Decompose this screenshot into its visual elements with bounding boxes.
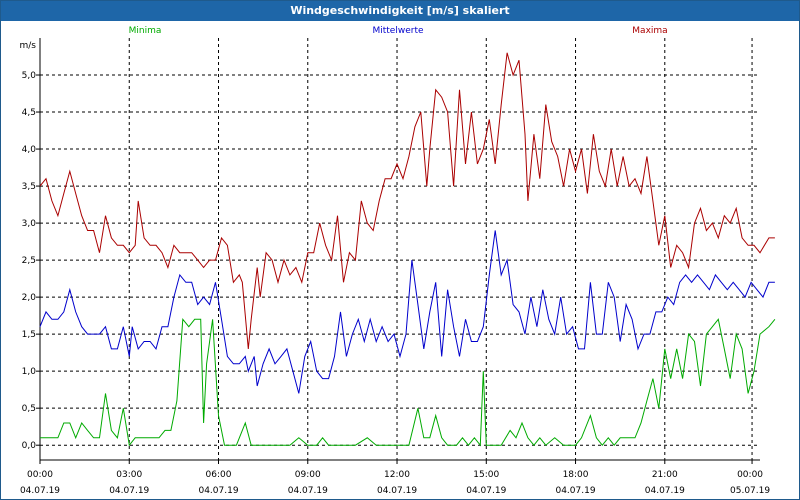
- x-tick-time-label: 06:00: [206, 470, 232, 480]
- y-tick-label: 0,5: [22, 404, 36, 414]
- series-line-mittelwerte: [39, 230, 775, 394]
- window-title: Windgeschwindigkeit [m/s] skaliert: [1, 1, 799, 21]
- y-tick-label: 3,0: [22, 219, 37, 229]
- series-line-minima: [40, 318, 776, 447]
- y-tick-label: 3,5: [22, 182, 36, 192]
- x-tick-time-label: 03:00: [116, 470, 142, 480]
- x-tick-date-label: 04.07.19: [20, 486, 60, 496]
- y-tick-label: 1,5: [22, 330, 36, 340]
- x-tick-time-label: 00:00: [737, 470, 763, 480]
- legend-minima: Minima: [129, 26, 162, 36]
- y-tick-label: 4,0: [22, 145, 37, 155]
- y-tick-label: 0,0: [22, 441, 37, 451]
- series-line-maxima: [39, 52, 775, 349]
- x-tick-time-label: 12:00: [384, 470, 410, 480]
- x-tick-date-label: 04.07.19: [109, 486, 149, 496]
- y-tick-label: 1,0: [22, 367, 37, 377]
- plot-area: [40, 38, 760, 460]
- legend: Minima Mittelwerte Maxima: [129, 26, 668, 36]
- x-tick-date-label: 04.07.19: [555, 486, 595, 496]
- legend-mittelwerte: Mittelwerte: [372, 26, 423, 36]
- x-tick-time-label: 18:00: [563, 470, 589, 480]
- x-tick-date-label: 04.07.19: [466, 486, 506, 496]
- x-tick-time-label: 15:00: [473, 470, 499, 480]
- y-axis-unit: m/s: [20, 41, 37, 51]
- x-tick-date-label: 04.07.19: [198, 486, 238, 496]
- x-tick-date-label: 04.07.19: [288, 486, 328, 496]
- x-tick-date-label: 04.07.19: [645, 486, 685, 496]
- y-tick-label: 2,0: [22, 293, 37, 303]
- y-tick-label: 2,5: [22, 256, 36, 266]
- x-ticks: 00:00 04.07.19 03:00 04.07.19 06:00 04.07.19 0…: [20, 460, 770, 496]
- series-lines: [39, 52, 776, 447]
- x-tick-time-label: 21:00: [652, 470, 678, 480]
- x-tick-date-label: 05.07.19: [730, 486, 770, 496]
- y-ticks: 0,0 0,5 1,0 1,5 2,0 2,5 3,0 3,5 4,0 4,5 5,0: [22, 71, 40, 451]
- axes: [39, 38, 760, 461]
- legend-maxima: Maxima: [632, 26, 667, 36]
- y-tick-label: 5,0: [22, 71, 37, 81]
- x-tick-time-label: 09:00: [295, 470, 321, 480]
- y-tick-label: 4,5: [22, 108, 36, 118]
- grid: [40, 38, 760, 460]
- x-tick-date-label: 04.07.19: [377, 486, 417, 496]
- x-tick-time-label: 00:00: [27, 470, 53, 480]
